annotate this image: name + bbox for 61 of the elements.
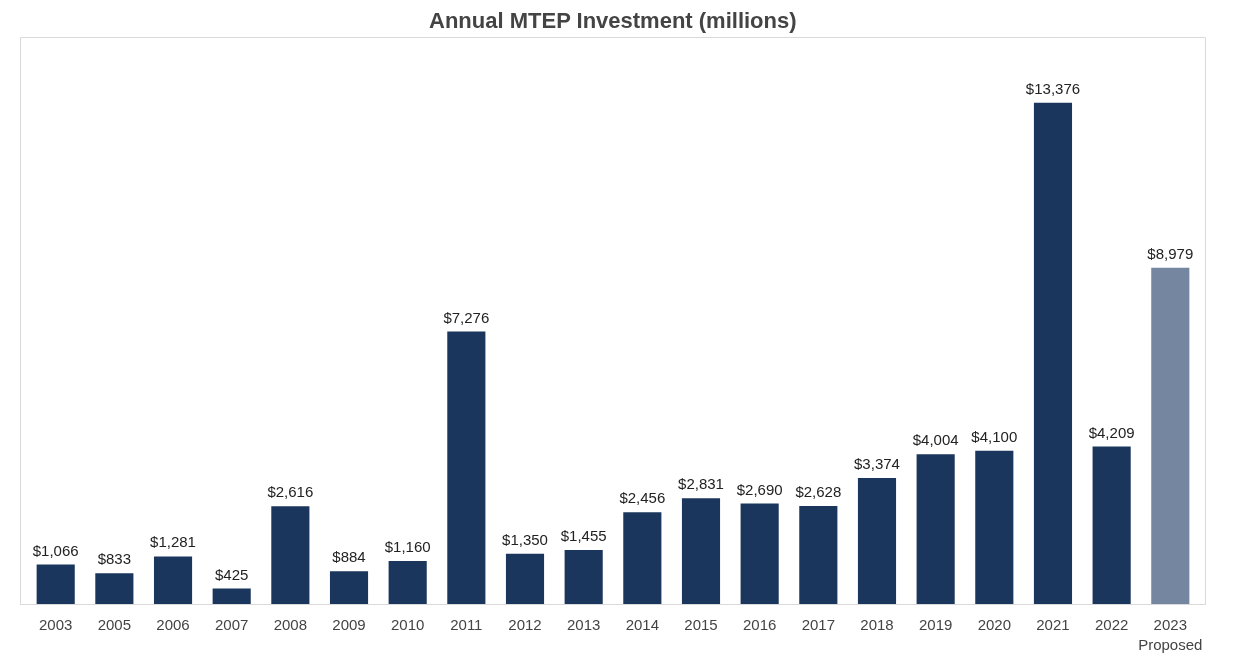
data-label: $833: [97, 550, 132, 568]
data-label: $8,979: [1147, 244, 1194, 262]
chart-title: Annual MTEP Investment (millions): [429, 7, 797, 33]
bar: [447, 331, 486, 605]
x-tick-label: 2016: [742, 615, 777, 633]
data-label: $4,004: [912, 431, 959, 449]
bar: [564, 549, 603, 605]
data-label: $1,455: [560, 526, 607, 544]
x-tick-label: 2022: [1094, 615, 1129, 633]
bar: [212, 588, 251, 605]
x-tick-label: 2006: [156, 615, 190, 633]
x-tick-label: 2015: [684, 615, 718, 633]
x-tick-label: 2005: [97, 615, 132, 633]
bar: [505, 553, 545, 605]
bar: [1092, 446, 1131, 605]
data-label: $2,628: [795, 482, 842, 500]
bar: [153, 556, 193, 605]
bar: [975, 450, 1014, 605]
data-label: $13,376: [1025, 79, 1081, 97]
bar: [740, 503, 779, 605]
bar: [857, 477, 897, 605]
x-tick-label: 2010: [390, 615, 425, 633]
data-label: $1,350: [502, 530, 548, 548]
bar: [388, 560, 427, 605]
bar: [799, 505, 838, 605]
data-label: $1,066: [32, 541, 79, 559]
bar: [1151, 267, 1190, 605]
bar: [95, 573, 134, 605]
x-tick-label: 2017: [801, 615, 836, 633]
data-label: $2,690: [736, 480, 783, 498]
data-label: $4,100: [971, 427, 1018, 445]
data-label: $1,281: [150, 533, 196, 551]
x-tick-label: 2023 Proposed: [1138, 615, 1203, 653]
data-label: $2,831: [678, 475, 724, 493]
x-tick-label: 2018: [860, 615, 894, 633]
bar: [271, 506, 310, 605]
data-label: $425: [215, 565, 249, 583]
data-label: $2,456: [619, 489, 666, 507]
bar: [916, 454, 955, 605]
bar: [36, 564, 75, 605]
bar: [681, 498, 721, 605]
x-tick-label: 2003: [39, 615, 73, 633]
x-tick-label: 2009: [332, 615, 366, 633]
x-tick-label: 2013: [566, 615, 601, 633]
x-tick-label: 2021: [1036, 615, 1070, 633]
x-tick-label: 2019: [918, 615, 953, 633]
data-label: $4,209: [1088, 423, 1135, 441]
data-label: $2,616: [267, 483, 314, 501]
x-tick-label: 2008: [273, 615, 308, 633]
data-label: $3,374: [854, 454, 900, 472]
x-tick-label: 2007: [215, 615, 249, 633]
data-label: $884: [332, 548, 366, 566]
bar: [329, 571, 369, 605]
bar: [623, 512, 662, 605]
data-label: $7,276: [443, 308, 490, 326]
x-tick-label: 2012: [508, 615, 542, 633]
x-tick-label: 2014: [625, 615, 660, 633]
data-label: $1,160: [384, 537, 431, 555]
x-tick-label: 2011: [450, 615, 483, 633]
bar: [1033, 102, 1073, 605]
x-tick-label: 2020: [977, 615, 1011, 633]
